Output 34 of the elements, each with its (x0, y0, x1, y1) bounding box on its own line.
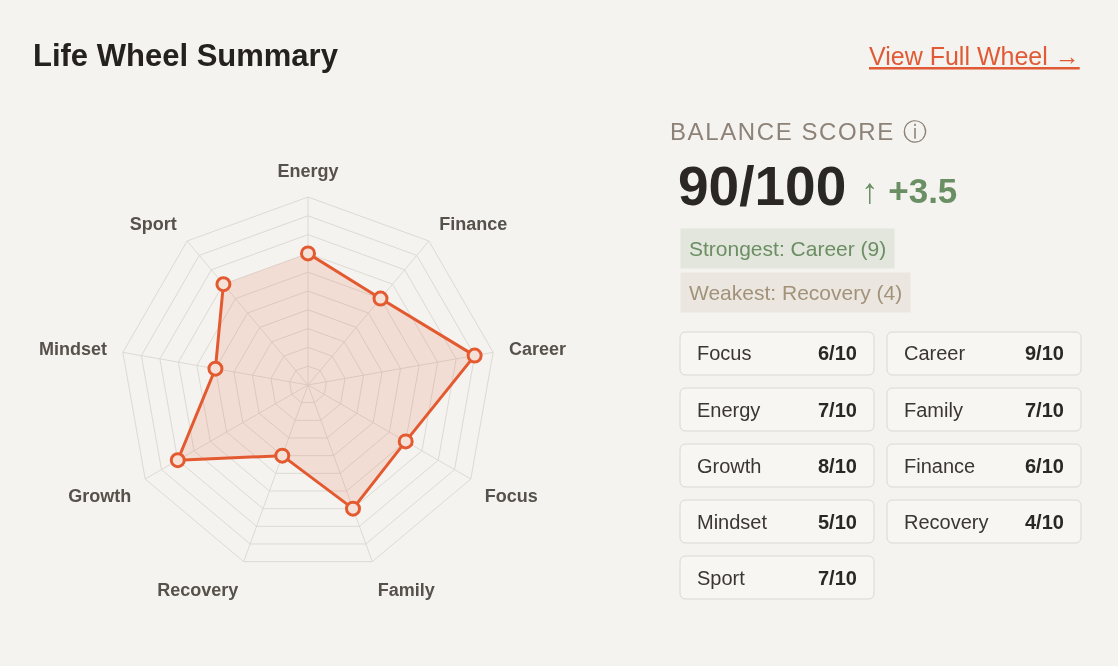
spoke-label: Finance (439, 213, 508, 234)
text: Career (904, 342, 966, 364)
spoke-label: Mindset (38, 339, 107, 360)
spoke-label: Recovery (157, 579, 239, 600)
text: 9/10 (1025, 342, 1064, 364)
text: ↑ +3.5 (861, 171, 958, 210)
spoke-label: Sport (129, 213, 177, 234)
text: Growth (697, 455, 762, 477)
text: 8/10 (818, 455, 857, 477)
text: 5/10 (818, 511, 857, 533)
text: 6/10 (1025, 455, 1064, 477)
text: Mindset (697, 511, 768, 533)
text: Focus (697, 342, 752, 364)
text: 7/10 (818, 399, 857, 421)
text: Sport (697, 567, 746, 589)
text: Strongest: Career (9) (689, 237, 887, 260)
spoke-label: Focus (484, 485, 538, 506)
text: 6/10 (818, 342, 857, 364)
text: 7/10 (1025, 399, 1064, 421)
text: Finance (904, 455, 976, 477)
text: Family (904, 399, 963, 421)
spoke-label: Growth (68, 485, 132, 506)
spoke-label: Career (509, 339, 567, 360)
text: Weakest: Recovery (4) (689, 281, 903, 304)
text: Recovery (904, 511, 989, 533)
text: BALANCE SCORE ⓘ (670, 118, 929, 145)
text: Energy (697, 399, 761, 421)
text: View Full Wheel → (869, 42, 1080, 70)
spoke-label: Energy (277, 161, 339, 182)
text: 7/10 (818, 567, 857, 589)
text: 4/10 (1025, 511, 1064, 533)
spoke-label: Family (377, 579, 435, 600)
chart-title: Life Wheel Summary (33, 37, 339, 73)
text: 90/100 (678, 155, 847, 217)
